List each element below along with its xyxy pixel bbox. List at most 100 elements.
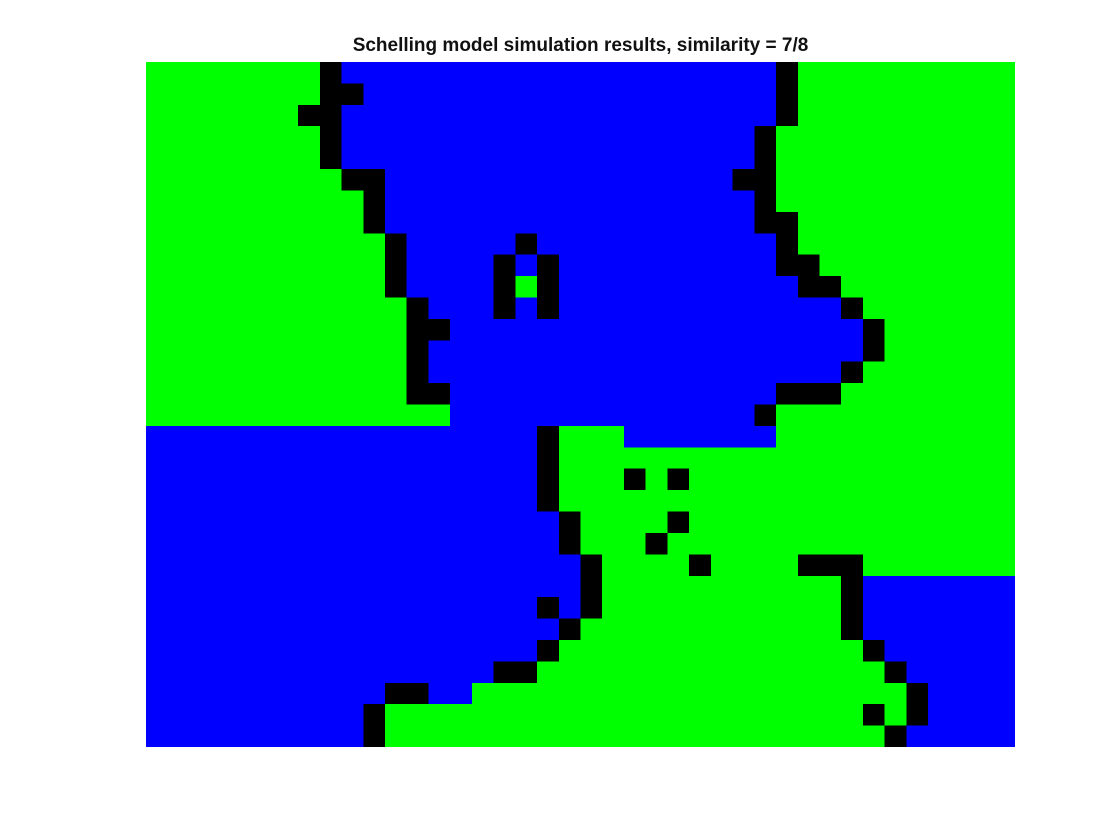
heatmap-cell [710, 425, 734, 448]
heatmap-cell [754, 169, 777, 192]
heatmap-cell [776, 725, 799, 747]
heatmap-cell [819, 404, 842, 427]
heatmap-cell [928, 190, 951, 213]
heatmap-cell [298, 554, 321, 577]
heatmap-cell [884, 447, 907, 470]
heatmap-cell [776, 318, 799, 341]
heatmap-cell [797, 297, 821, 320]
heatmap-cell [384, 468, 408, 491]
heatmap-cell [993, 597, 1015, 620]
heatmap-cell [276, 297, 299, 320]
heatmap-cell [146, 383, 169, 406]
heatmap-cell [906, 297, 929, 320]
heatmap-cell [841, 532, 864, 555]
heatmap-cell [276, 361, 299, 384]
heatmap-cell [645, 340, 668, 363]
heatmap-cell [949, 297, 973, 320]
heatmap-cell [710, 83, 734, 106]
heatmap-cell [363, 254, 386, 277]
heatmap-cell [298, 83, 321, 106]
heatmap-cell [384, 639, 408, 662]
heatmap-cell [971, 468, 994, 491]
heatmap-cell [928, 511, 951, 534]
heatmap-cell [232, 447, 256, 470]
heatmap-cell [254, 211, 277, 234]
heatmap-cell [841, 425, 864, 448]
heatmap-cell [515, 190, 538, 213]
heatmap-cell [211, 126, 234, 149]
heatmap-cell [319, 490, 343, 513]
heatmap-cell [146, 169, 169, 192]
heatmap-cell [732, 404, 755, 427]
heatmap-cell [754, 425, 777, 448]
heatmap-cell [797, 682, 821, 705]
heatmap-cell [493, 490, 516, 513]
heatmap-cell [319, 104, 343, 127]
heatmap-cell [450, 725, 473, 747]
heatmap-cell [928, 554, 951, 577]
heatmap-cell [732, 447, 755, 470]
heatmap-cell [862, 725, 886, 747]
heatmap-cell [906, 126, 929, 149]
heatmap-cell [167, 126, 191, 149]
heatmap-cell [993, 233, 1015, 256]
heatmap-cell [558, 447, 582, 470]
heatmap-cell [537, 618, 560, 641]
heatmap-cell [319, 425, 343, 448]
heatmap-cell [211, 104, 234, 127]
heatmap-cell [232, 233, 256, 256]
heatmap-cell [710, 682, 734, 705]
heatmap-cell [189, 233, 212, 256]
heatmap-cell [754, 126, 777, 149]
heatmap-cell [841, 318, 864, 341]
heatmap-cell [232, 682, 256, 705]
heatmap-cell [645, 704, 668, 727]
heatmap-cell [754, 104, 777, 127]
heatmap-cell [710, 211, 734, 234]
heatmap-cell [363, 704, 386, 727]
heatmap-cell [797, 554, 821, 577]
heatmap-cell [667, 190, 690, 213]
heatmap-cell [319, 361, 343, 384]
heatmap-cell [862, 404, 886, 427]
heatmap-cell [710, 254, 734, 277]
heatmap-cell [537, 190, 560, 213]
heatmap-cell [732, 297, 755, 320]
heatmap-cell [471, 597, 495, 620]
heatmap-cell [623, 147, 647, 170]
heatmap-cell [949, 575, 973, 598]
heatmap-cell [319, 682, 343, 705]
heatmap-cell [384, 104, 408, 127]
heatmap-cell [428, 511, 451, 534]
heatmap-cell [363, 383, 386, 406]
heatmap-cell [428, 254, 451, 277]
heatmap-cell [471, 682, 495, 705]
heatmap-cell [319, 639, 343, 662]
heatmap-cell [211, 682, 234, 705]
heatmap-cell [319, 233, 343, 256]
heatmap-cell [341, 62, 364, 85]
heatmap-cell [384, 361, 408, 384]
heatmap-cell [928, 532, 951, 555]
heatmap-cell [189, 554, 212, 577]
heatmap-cell [276, 233, 299, 256]
heatmap-cell [319, 404, 343, 427]
heatmap-cell [776, 532, 799, 555]
heatmap-cell [732, 383, 755, 406]
heatmap-cell [363, 639, 386, 662]
heatmap-cell [319, 532, 343, 555]
heatmap-cell [971, 597, 994, 620]
heatmap-cell [537, 425, 560, 448]
heatmap-cell [276, 126, 299, 149]
heatmap-cell [232, 725, 256, 747]
heatmap-cell [537, 639, 560, 662]
heatmap-cell [146, 532, 169, 555]
heatmap-cell [363, 340, 386, 363]
heatmap-cell [841, 554, 864, 577]
heatmap-cell [232, 468, 256, 491]
heatmap-cell [754, 147, 777, 170]
heatmap-cell [580, 233, 603, 256]
heatmap-cell [384, 404, 408, 427]
heatmap-cell [841, 661, 864, 684]
heatmap-cell [928, 211, 951, 234]
